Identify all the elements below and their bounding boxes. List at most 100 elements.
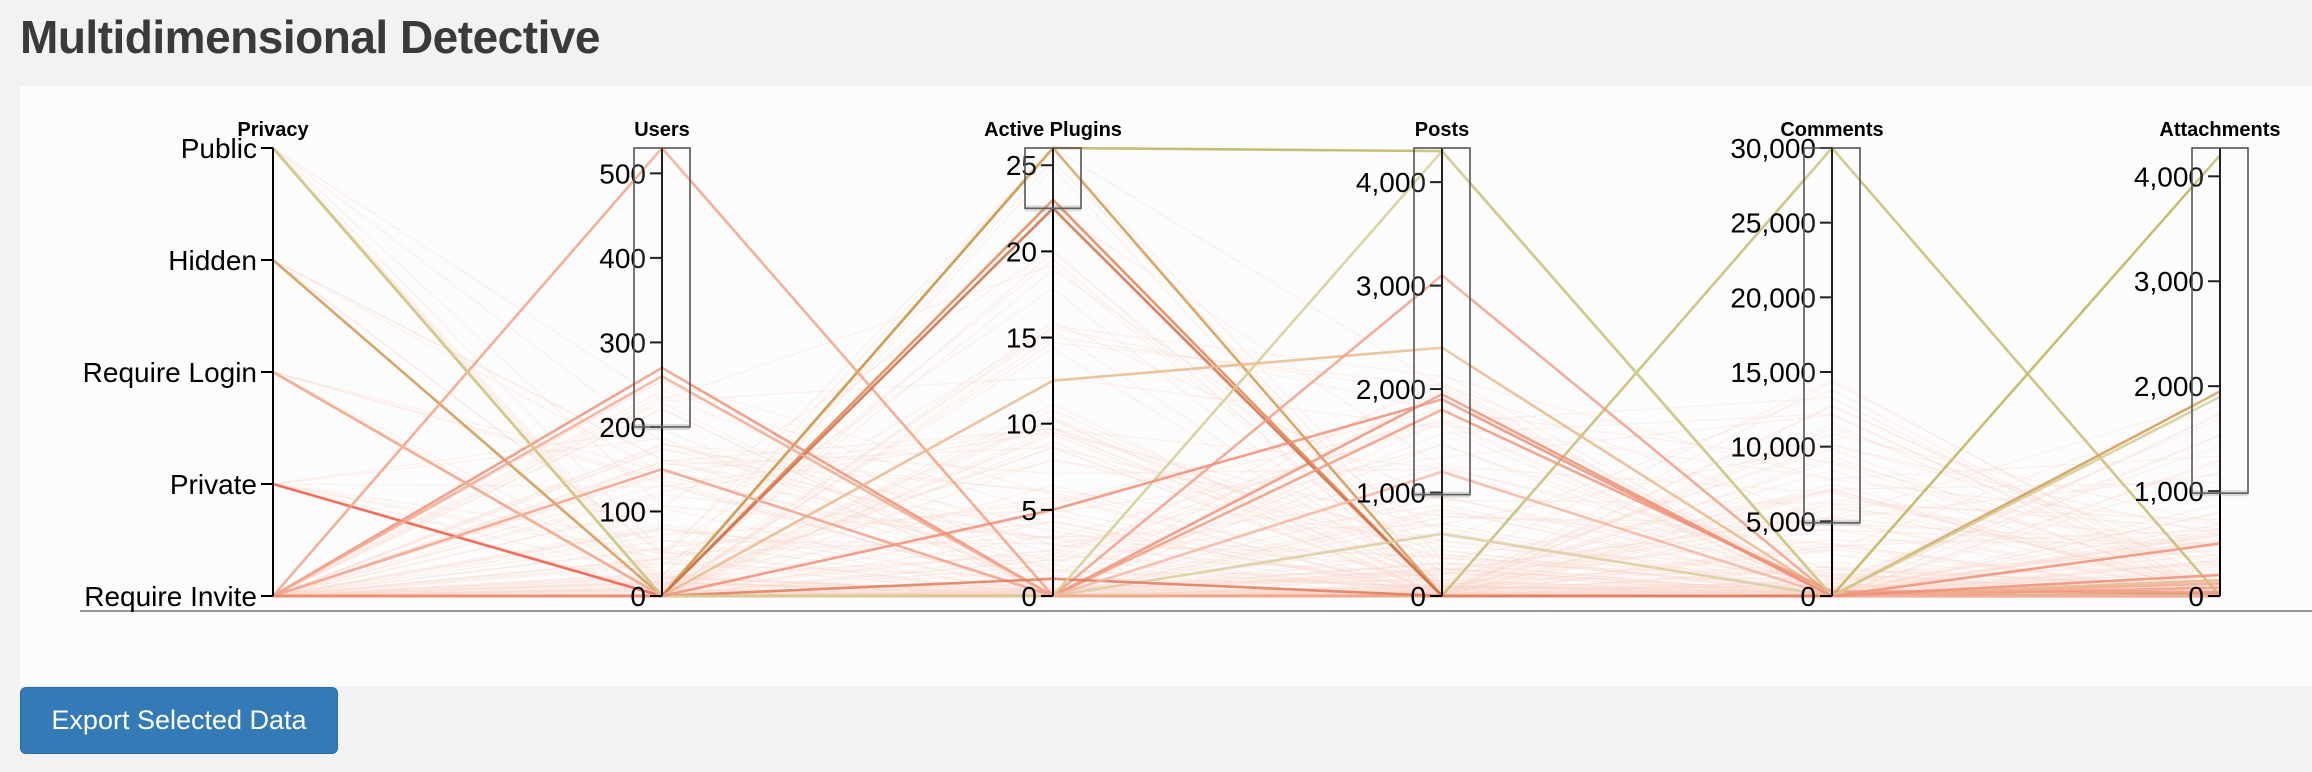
- context-line: [272, 434, 2221, 596]
- brush-active-plugins[interactable]: [1024, 147, 1082, 210]
- tick-label: 30,000: [1730, 133, 1816, 164]
- context-line: [272, 287, 2221, 597]
- tick-label: 15: [1006, 323, 1037, 354]
- tick-label: Hidden: [168, 245, 257, 276]
- context-line: [272, 394, 2221, 597]
- chart-panel: Privacy Public Hidden Require Login Private R…: [20, 86, 2312, 686]
- brush-users[interactable]: [633, 147, 691, 428]
- context-line: [272, 469, 2221, 597]
- data-line: [272, 366, 2221, 598]
- brush-attachments[interactable]: [2191, 147, 2249, 494]
- context-line: [272, 579, 2221, 597]
- data-line: [272, 374, 2221, 598]
- context-line: [272, 424, 2221, 597]
- data-line: [272, 370, 2220, 598]
- tick-label: 20,000: [1730, 282, 1816, 313]
- context-line: [272, 431, 2221, 597]
- tick-label: 20: [1006, 236, 1037, 267]
- data-line: [273, 398, 2221, 598]
- context-line: [272, 444, 2221, 597]
- axis-title-privacy[interactable]: Privacy: [237, 119, 309, 141]
- context-line: [272, 427, 2221, 597]
- context-line: [272, 447, 2221, 597]
- tick-label: Private: [170, 469, 257, 500]
- context-line: [272, 461, 2221, 597]
- brush-handle[interactable]: [2192, 490, 2248, 497]
- context-line: [272, 483, 2221, 597]
- context-line: [272, 348, 2221, 597]
- data-line: [272, 147, 2221, 598]
- tick-label: 5: [1021, 495, 1037, 526]
- context-line: [272, 495, 2221, 597]
- context-line: [272, 259, 2221, 596]
- tick-label: Public: [181, 133, 257, 164]
- context-line: [272, 539, 2221, 597]
- context-line: [272, 147, 2221, 597]
- context-line: [272, 327, 2221, 597]
- tick-label: Require Invite: [84, 581, 257, 612]
- brush-comments[interactable]: [1803, 147, 1861, 524]
- context-line: [272, 542, 2221, 597]
- context-line: [272, 329, 2221, 597]
- context-line: [272, 147, 2221, 596]
- context-line: [272, 496, 2221, 597]
- tick-label: 300: [599, 327, 646, 358]
- context-line: [272, 407, 2221, 597]
- context-line: [272, 259, 2221, 596]
- context-line: [272, 443, 2221, 597]
- context-line: [272, 379, 2221, 597]
- context-line: [272, 460, 2221, 597]
- tick-label: 15,000: [1730, 357, 1816, 388]
- tick-label: 0: [1800, 581, 1816, 612]
- context-line: [272, 528, 2221, 597]
- context-line: [272, 390, 2221, 597]
- tick-label: 0: [630, 581, 646, 612]
- brush-handle[interactable]: [1804, 519, 1860, 526]
- brush-handle[interactable]: [1414, 491, 1470, 498]
- context-line: [272, 459, 2221, 597]
- context-line: [272, 509, 2221, 597]
- tick-label: 10: [1006, 409, 1037, 440]
- context-line: [272, 264, 2221, 597]
- axis-title-users[interactable]: Users: [634, 119, 690, 141]
- axis-title-active-plugins[interactable]: Active Plugins: [984, 119, 1122, 141]
- tick-label: 500: [599, 158, 646, 189]
- context-line: [272, 483, 2221, 597]
- tick-label: 25: [1006, 150, 1037, 181]
- context-line: [272, 545, 2221, 597]
- axis-title-comments[interactable]: Comments: [1780, 119, 1883, 141]
- context-line: [272, 529, 2221, 597]
- context-line: [272, 381, 2221, 597]
- page-title: Multidimensional Detective: [20, 11, 601, 63]
- context-line: [272, 496, 2221, 597]
- axis-title-posts[interactable]: Posts: [1415, 119, 1469, 141]
- tick-label: 10,000: [1730, 432, 1816, 463]
- context-line: [272, 211, 2221, 597]
- context-line: [272, 405, 2221, 597]
- context-line: [272, 444, 2221, 597]
- tick-label: 0: [1410, 581, 1426, 612]
- brush-handle[interactable]: [634, 423, 690, 430]
- tick-label: 400: [599, 243, 646, 274]
- tick-label: 0: [1021, 581, 1037, 612]
- context-line: [272, 379, 2221, 597]
- tick-label: 100: [599, 496, 646, 527]
- context-line: [272, 470, 2221, 597]
- context-line: [272, 512, 2221, 597]
- context-line: [272, 483, 2221, 597]
- context-line: [272, 427, 2221, 597]
- context-line: [272, 444, 2221, 597]
- context-line: [272, 371, 2221, 597]
- tick-label: 25,000: [1730, 208, 1816, 239]
- brush-handle[interactable]: [1025, 205, 1081, 212]
- brush-posts[interactable]: [1413, 147, 1471, 496]
- tick-label: 0: [2188, 581, 2204, 612]
- context-line: [272, 147, 2221, 597]
- context-line: [272, 147, 2221, 597]
- export-selected-data-button[interactable]: Export Selected Data: [20, 687, 338, 754]
- axis-title-attachments[interactable]: Attachments: [2159, 119, 2280, 141]
- context-line: [272, 408, 2221, 597]
- context-line: [272, 371, 2221, 595]
- context-line: [272, 428, 2221, 597]
